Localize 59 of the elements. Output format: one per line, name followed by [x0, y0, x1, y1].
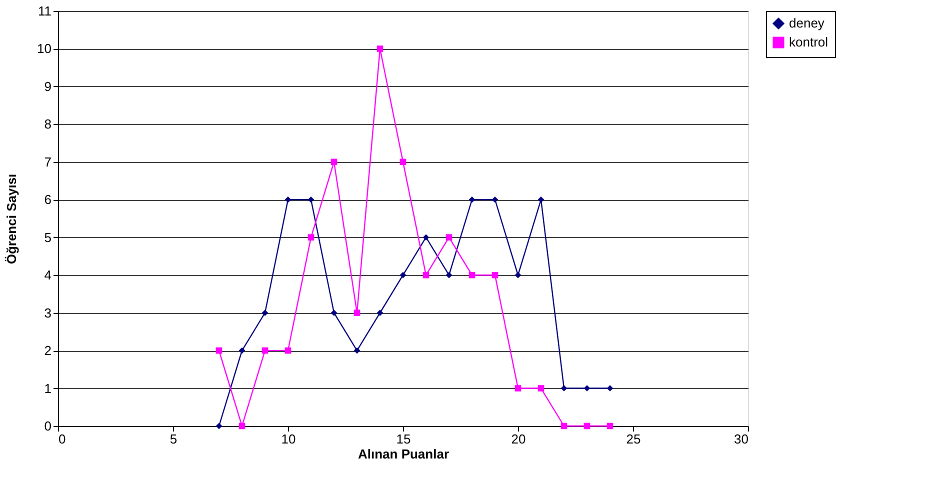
point — [606, 422, 614, 430]
point — [584, 422, 590, 430]
point — [262, 347, 268, 354]
point — [560, 385, 568, 392]
point — [422, 272, 430, 278]
y-tick-label: 5 — [44, 230, 52, 245]
x-tick-label: 0 — [58, 432, 66, 446]
point — [606, 385, 614, 392]
point — [376, 46, 384, 52]
point — [354, 310, 360, 316]
point — [538, 385, 544, 392]
point — [538, 196, 544, 203]
point — [584, 385, 590, 392]
x-tick-label: 10 — [281, 432, 296, 446]
point — [238, 422, 246, 430]
y-tick-label: 1 — [44, 380, 52, 396]
point — [330, 310, 338, 316]
point — [284, 347, 292, 354]
point — [468, 196, 476, 203]
y-axis-title: Öğrenci Sayısı — [4, 174, 20, 264]
point — [514, 385, 522, 392]
legend-label: deney — [789, 16, 825, 30]
y-tick-label: 2 — [44, 343, 52, 358]
x-tick-label: 20 — [511, 432, 526, 446]
point — [492, 196, 498, 203]
x-tick-label: 30 — [734, 432, 748, 446]
x-tick-label: 25 — [626, 432, 641, 446]
point — [400, 158, 406, 166]
x-tick-label: 5 — [170, 432, 178, 446]
point — [514, 272, 522, 278]
point — [376, 310, 384, 316]
x-tick-label: 15 — [396, 432, 411, 446]
point — [330, 158, 338, 166]
point — [446, 272, 452, 278]
y-tick-label: 10 — [37, 41, 52, 56]
point — [422, 234, 430, 241]
point — [216, 422, 222, 430]
y-tick-label: 9 — [44, 78, 52, 94]
point — [238, 347, 246, 354]
point — [492, 272, 498, 278]
point — [308, 234, 314, 241]
y-tick-label: 8 — [44, 116, 52, 132]
y-tick-label: 0 — [44, 418, 52, 434]
point — [468, 272, 476, 278]
point — [446, 234, 452, 241]
y-tick-label: 3 — [44, 305, 52, 320]
x-axis-title: Alınan Puanlar — [358, 446, 450, 462]
point — [354, 347, 360, 354]
point — [284, 196, 292, 203]
legend-label: kontrol — [789, 34, 828, 50]
y-tick-label: 7 — [44, 154, 52, 170]
y-tick-label: 6 — [44, 192, 52, 208]
point — [400, 272, 406, 278]
point — [560, 422, 568, 430]
y-tick-label: 4 — [44, 268, 52, 283]
y-tick-label: 11 — [38, 4, 52, 18]
point — [308, 196, 314, 203]
point — [216, 347, 222, 354]
point — [262, 310, 268, 316]
